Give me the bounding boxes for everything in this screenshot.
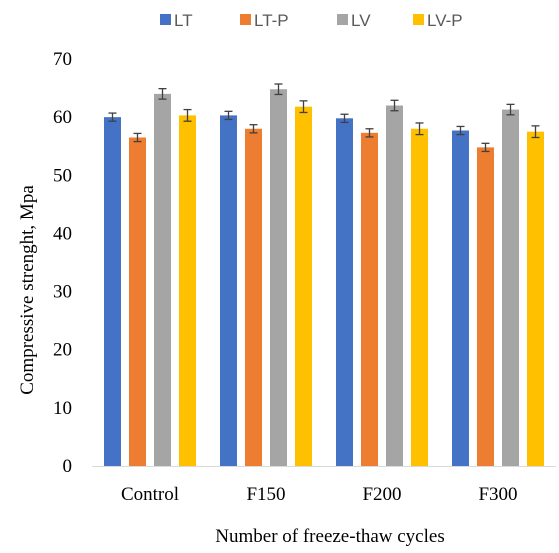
error-bar-lt-f300 bbox=[456, 125, 465, 136]
error-bar-lt-p-f300 bbox=[481, 142, 490, 153]
y-tick-label: 30 bbox=[53, 282, 72, 303]
error-bar-lt-control bbox=[108, 112, 117, 122]
error-bar-lv-f200 bbox=[390, 99, 399, 112]
x-tick-label: F300 bbox=[478, 484, 517, 505]
error-bar-lv-p-control bbox=[183, 108, 192, 122]
error-bar-lt-f200 bbox=[340, 113, 349, 124]
error-bar-lt-p-f200 bbox=[365, 128, 374, 138]
bars bbox=[104, 89, 544, 467]
legend: LT LT-P LV LV-P bbox=[160, 11, 463, 30]
legend-label-lt-p: LT-P bbox=[254, 11, 289, 30]
legend-label-lt: LT bbox=[174, 11, 193, 30]
error-bar-lv-p-f150 bbox=[299, 100, 308, 114]
bar-lv-p-control bbox=[179, 115, 196, 467]
bar-lv-f300 bbox=[502, 109, 519, 466]
bar-lv-control bbox=[154, 93, 171, 466]
legend-label-lv-p: LV-P bbox=[427, 11, 463, 30]
error-bar-lv-f300 bbox=[506, 103, 515, 116]
bar-lv-p-f200 bbox=[411, 128, 428, 466]
x-tick-label: F150 bbox=[246, 484, 285, 505]
bar-lv-p-f150 bbox=[295, 106, 312, 467]
legend-swatch-lv-p bbox=[413, 14, 424, 25]
y-tick-label: 60 bbox=[53, 107, 72, 128]
x-tick-label: Control bbox=[121, 484, 179, 505]
bar-lv-f150 bbox=[270, 89, 287, 466]
bar-lt-f150 bbox=[220, 115, 237, 467]
bar-lt-p-control bbox=[129, 137, 146, 466]
y-tick-label: 10 bbox=[53, 398, 72, 419]
bar-lt-control bbox=[104, 117, 121, 467]
y-tick-label: 50 bbox=[53, 165, 72, 186]
y-tick-label: 40 bbox=[53, 223, 72, 244]
y-axis-ticks: 0 10 20 30 40 50 60 70 bbox=[53, 49, 72, 477]
y-tick-label: 0 bbox=[63, 456, 73, 477]
legend-swatch-lt-p bbox=[240, 14, 251, 25]
y-axis-title: Compressive strenght, Mpa bbox=[17, 185, 38, 395]
error-bar-lv-f150 bbox=[274, 83, 283, 96]
bar-lt-f300 bbox=[452, 130, 469, 466]
bar-lt-p-f200 bbox=[361, 132, 378, 466]
legend-label-lv: LV bbox=[351, 11, 371, 30]
error-bar-lt-f150 bbox=[224, 110, 233, 121]
bar-lv-f200 bbox=[386, 105, 403, 466]
x-axis-title: Number of freeze-thaw cycles bbox=[215, 526, 444, 547]
error-bar-lv-p-f300 bbox=[531, 125, 540, 139]
bar-lt-p-f300 bbox=[477, 147, 494, 466]
bar-lv-p-f300 bbox=[527, 131, 544, 466]
x-tick-label: F200 bbox=[362, 484, 401, 505]
legend-swatch-lt bbox=[160, 14, 171, 25]
error-bars bbox=[108, 83, 540, 153]
legend-swatch-lv bbox=[337, 14, 348, 25]
y-tick-label: 70 bbox=[53, 49, 72, 70]
bar-lt-f200 bbox=[336, 118, 353, 466]
error-bar-lv-p-f200 bbox=[415, 122, 424, 136]
x-axis-ticks: Control F150 F200 F300 bbox=[121, 484, 518, 505]
y-tick-label: 20 bbox=[53, 340, 72, 361]
error-bar-lv-control bbox=[158, 88, 167, 100]
bar-lt-p-f150 bbox=[245, 128, 262, 466]
error-bar-lt-p-f150 bbox=[249, 124, 258, 134]
error-bar-lt-p-control bbox=[133, 132, 142, 143]
